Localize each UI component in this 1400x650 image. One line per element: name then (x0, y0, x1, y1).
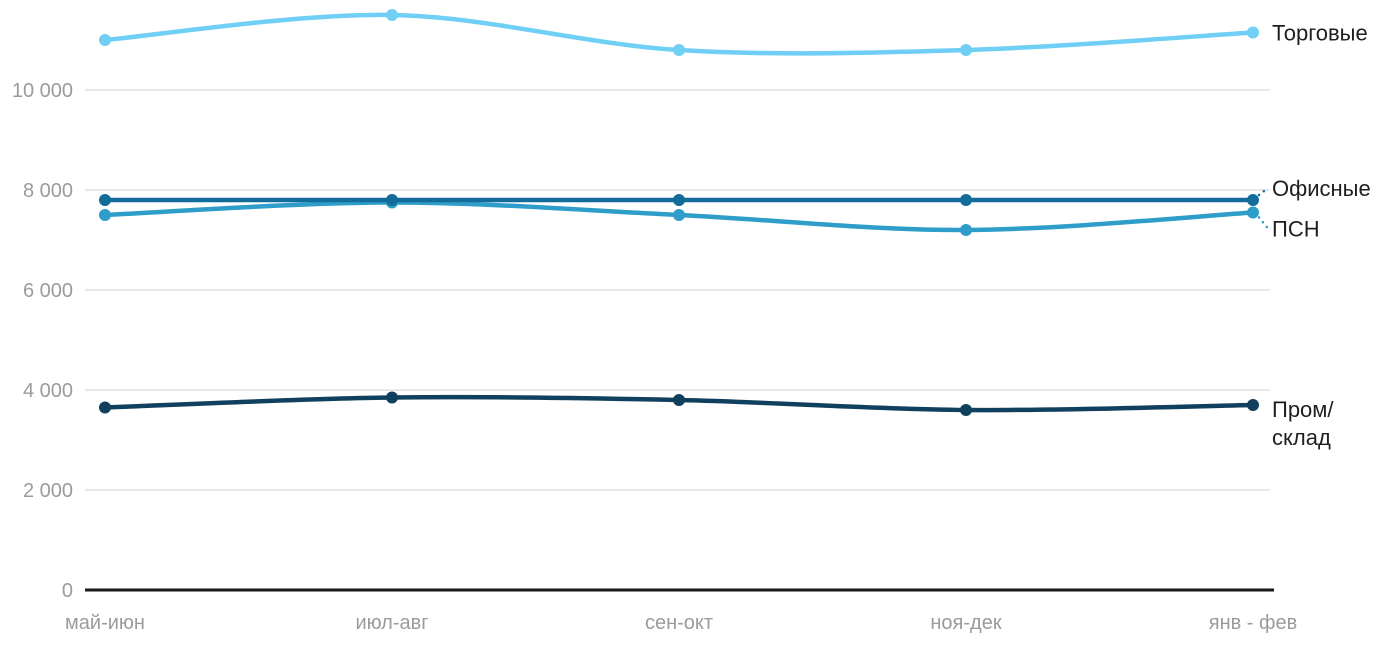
data-point-psn[interactable] (99, 209, 111, 221)
data-point-ofisnye[interactable] (960, 194, 972, 206)
data-point-psn[interactable] (673, 209, 685, 221)
data-point-torgovye[interactable] (99, 34, 111, 46)
data-point-prom-sklad[interactable] (1247, 399, 1259, 411)
x-axis-tick-label: ноя-дек (930, 612, 1001, 634)
label-connector-ofisnye (1257, 186, 1270, 197)
y-axis-tick-label: 2 000 (23, 480, 73, 502)
series-label-psn: ПСН (1272, 217, 1320, 242)
data-point-prom-sklad[interactable] (386, 391, 398, 404)
series-label-ofisnye: Офисные (1272, 176, 1371, 201)
y-axis-tick-label: 10 000 (12, 80, 73, 102)
data-point-ofisnye[interactable] (673, 194, 685, 206)
data-point-torgovye[interactable] (386, 9, 398, 21)
data-point-torgovye[interactable] (1247, 26, 1259, 39)
x-axis-tick-label: сен-окт (645, 612, 713, 634)
data-point-ofisnye[interactable] (386, 194, 398, 206)
y-axis-tick-label: 0 (62, 580, 73, 602)
data-point-torgovye[interactable] (673, 44, 685, 56)
data-point-prom-sklad[interactable] (673, 394, 685, 406)
data-point-psn[interactable] (1247, 206, 1259, 219)
y-axis-tick-label: 4 000 (23, 380, 73, 402)
x-axis-tick-label: янв - фев (1209, 612, 1297, 634)
series-label-torgovye: Торговые (1272, 21, 1368, 46)
series-label-prom-sklad: Пром/склад (1272, 397, 1334, 450)
data-point-torgovye[interactable] (960, 44, 972, 56)
data-point-ofisnye[interactable] (1247, 194, 1259, 206)
y-axis-tick-label: 6 000 (23, 280, 73, 302)
data-point-prom-sklad[interactable] (99, 401, 111, 414)
y-axis-tick-label: 8 000 (23, 180, 73, 202)
x-axis-tick-label: май-июн (65, 612, 145, 634)
data-point-psn[interactable] (960, 224, 972, 236)
data-point-ofisnye[interactable] (99, 194, 111, 206)
data-point-prom-sklad[interactable] (960, 404, 972, 416)
label-connector-psn (1257, 216, 1270, 230)
x-axis-tick-label: июл-авг (355, 612, 428, 634)
